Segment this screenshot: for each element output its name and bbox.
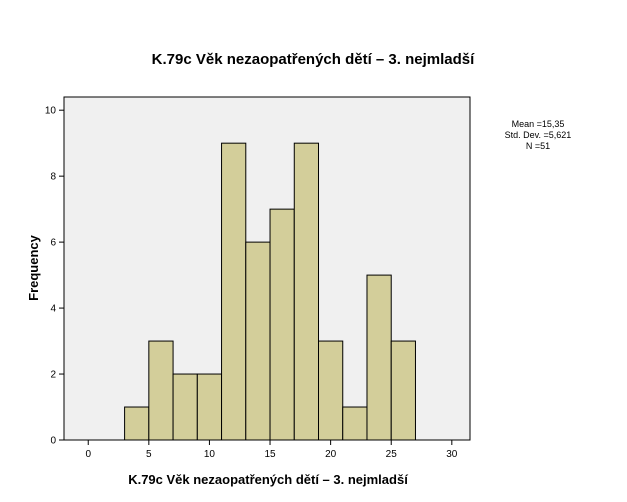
histogram-bar [124,406,150,441]
histogram-bar [366,274,392,441]
stats-box: Mean =15,35 Std. Dev. =5,621 N =51 [505,119,572,151]
y-axis: 0 2 4 6 8 10 [45,106,64,447]
y-tick-label: 0 [50,436,56,447]
x-axis: 0 5 10 15 20 25 30 [85,440,458,460]
y-tick-label: 2 [50,370,56,381]
stat-n: N =51 [526,141,550,151]
histogram-bar [269,208,295,441]
y-tick-label: 8 [50,172,56,183]
y-axis-label: Frequency [26,234,41,301]
histogram-bar [172,373,198,441]
x-tick-label: 25 [386,449,398,460]
x-tick-label: 20 [325,449,337,460]
histogram-bar [318,340,344,441]
chart-title: K.79c Věk nezaopatřených dětí – 3. nejml… [152,51,475,68]
histogram-bar [390,340,416,441]
stat-mean: Mean =15,35 [512,119,565,129]
x-tick-label: 15 [264,449,276,460]
histogram-bar [245,241,271,441]
y-tick-label: 6 [50,238,56,249]
bars-group [124,142,416,441]
x-tick-label: 5 [146,449,152,460]
y-tick-label: 4 [50,304,56,315]
histogram-bar [148,340,174,441]
histogram-bar [221,142,247,441]
stat-std-dev: Std. Dev. =5,621 [505,130,572,140]
x-tick-label: 0 [85,449,91,460]
x-tick-label: 10 [204,449,216,460]
histogram-bar [196,373,223,441]
histogram-bar [293,142,320,441]
x-tick-label: 30 [446,449,458,460]
y-tick-label: 10 [45,106,57,117]
histogram-bar [342,406,368,441]
x-axis-label: K.79c Věk nezaopatřených dětí – 3. nejml… [128,472,408,487]
